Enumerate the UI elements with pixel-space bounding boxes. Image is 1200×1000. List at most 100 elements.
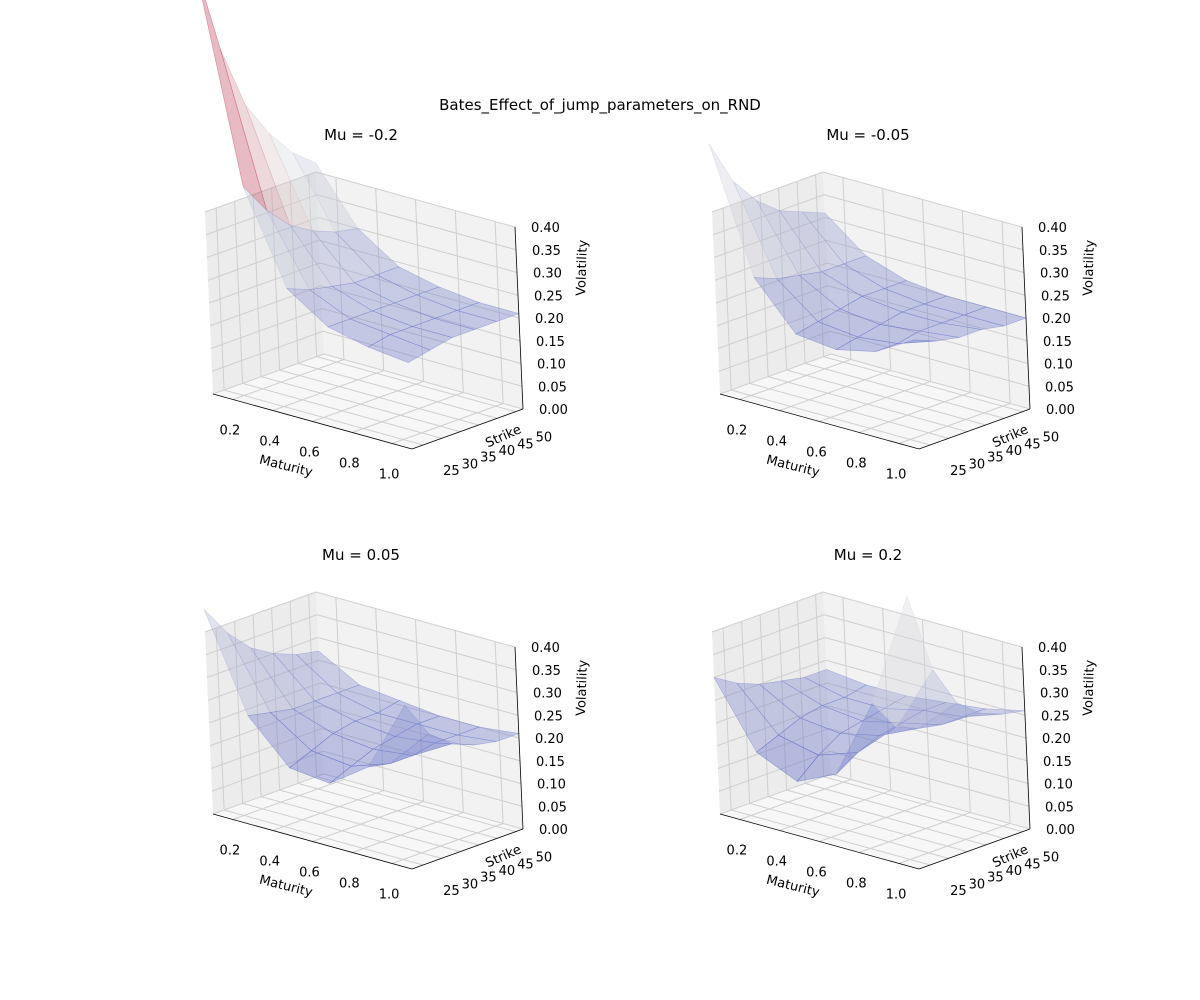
z-tick-label: 0.25 bbox=[1041, 289, 1070, 304]
grid-line bbox=[319, 682, 520, 739]
surface-patch bbox=[367, 334, 431, 363]
z-tick-label: 0.25 bbox=[534, 289, 563, 304]
grid-line bbox=[323, 773, 524, 830]
grid-line bbox=[825, 659, 1026, 716]
y-tick-label: 40 bbox=[499, 444, 516, 459]
grid-line bbox=[749, 382, 949, 439]
surface-patch bbox=[202, 0, 268, 211]
grid-line bbox=[825, 239, 1026, 296]
grid-line bbox=[319, 262, 520, 319]
grid-line bbox=[824, 217, 1025, 273]
grid-line bbox=[823, 776, 1023, 833]
y-tick-label: 40 bbox=[1006, 444, 1023, 459]
x-tick-label: 0.8 bbox=[339, 877, 360, 892]
grid-line bbox=[719, 773, 832, 815]
grid-line bbox=[279, 369, 479, 426]
grid-line bbox=[823, 194, 1024, 251]
z-axis-line bbox=[514, 646, 524, 830]
z-tick-label: 0.30 bbox=[1040, 687, 1069, 702]
y-tick-label: 30 bbox=[462, 877, 479, 892]
y-axis-line bbox=[918, 408, 1031, 450]
grid-line bbox=[297, 782, 498, 839]
z-tick-label: 0.40 bbox=[531, 221, 560, 236]
grid-line bbox=[391, 403, 504, 444]
grid-line bbox=[713, 217, 826, 258]
y-tick-label: 45 bbox=[1024, 857, 1041, 872]
grid-line bbox=[207, 239, 320, 281]
y-tick-label: 50 bbox=[1043, 431, 1060, 446]
grid-line bbox=[223, 809, 424, 866]
x-tick-label: 0.8 bbox=[339, 457, 360, 472]
grid-line bbox=[232, 779, 345, 820]
surface-plot-2: 0.2 0.4 0.6 0.8 1.0 25 30 35 40 45 50 0.00 0.05 0.10 0… bbox=[708, 126, 1098, 483]
grid-line bbox=[209, 285, 322, 327]
z-tick-label: 0.10 bbox=[537, 358, 566, 373]
z-axis-label: Volatility bbox=[1081, 659, 1098, 716]
z-tick-label: 0.30 bbox=[1040, 267, 1069, 282]
y-tick-label: 25 bbox=[443, 884, 460, 899]
figure-title: Bates_Effect_of_jump_parameters_on_RND bbox=[439, 96, 761, 114]
x-tick-label: 0.6 bbox=[299, 446, 320, 461]
grid-line bbox=[352, 812, 464, 853]
grid-line bbox=[715, 682, 828, 724]
surface-plot-4: 0.2 0.4 0.6 0.8 1.0 25 30 35 40 45 50 0.00 0.05 0.10 0… bbox=[711, 546, 1098, 903]
y-tick-label: 50 bbox=[1043, 851, 1060, 866]
grid-line bbox=[824, 637, 1025, 693]
x-tick-label: 0.6 bbox=[806, 446, 827, 461]
z-tick-label: 0.00 bbox=[539, 403, 568, 418]
y-tick-label: 45 bbox=[1024, 437, 1041, 452]
grid-line bbox=[223, 389, 424, 446]
z-axis-label: Volatility bbox=[574, 659, 591, 716]
y-axis-line bbox=[411, 828, 524, 870]
grid-line bbox=[242, 802, 442, 859]
grid-line bbox=[786, 369, 986, 426]
y-tick-label: 45 bbox=[517, 437, 534, 452]
grid-line bbox=[823, 356, 1023, 413]
z-tick-label: 0.35 bbox=[1039, 244, 1068, 259]
grid-line bbox=[718, 750, 831, 792]
grid-line bbox=[279, 789, 479, 846]
grid-line bbox=[209, 705, 322, 747]
x-tick-label: 0.8 bbox=[846, 457, 867, 472]
grid-line bbox=[260, 796, 461, 853]
grid-line bbox=[804, 362, 1005, 419]
grid-line bbox=[260, 376, 461, 433]
y-tick-label: 25 bbox=[950, 884, 967, 899]
grid-line bbox=[804, 782, 1005, 839]
x-axis-line bbox=[212, 813, 413, 870]
grid-line bbox=[898, 403, 1011, 444]
grid-line bbox=[827, 705, 1028, 762]
grid-line bbox=[322, 330, 523, 387]
z-tick-label: 0.20 bbox=[1042, 312, 1071, 327]
grid-line bbox=[206, 637, 319, 678]
z-axis-label: Volatility bbox=[1081, 239, 1098, 296]
z-tick-label: 0.15 bbox=[536, 335, 565, 350]
grid-line bbox=[242, 382, 442, 439]
grid-line bbox=[749, 802, 949, 859]
y-tick-label: 30 bbox=[969, 877, 986, 892]
grid-line bbox=[830, 773, 1031, 830]
z-axis-line bbox=[514, 226, 524, 410]
z-tick-label: 0.40 bbox=[1038, 221, 1067, 236]
grid-line bbox=[204, 591, 317, 633]
grid-line bbox=[859, 392, 971, 433]
y-tick-label: 35 bbox=[480, 871, 497, 886]
grid-line bbox=[312, 801, 424, 842]
z-tick-label: 0.20 bbox=[535, 732, 564, 747]
grid-line bbox=[211, 750, 324, 792]
x-tick-label: 0.4 bbox=[766, 855, 787, 870]
grid-line bbox=[819, 801, 931, 842]
grid-line bbox=[730, 809, 931, 866]
grid-line bbox=[767, 796, 968, 853]
grid-line bbox=[204, 171, 317, 213]
grid-line bbox=[205, 194, 318, 236]
subplot-title: Mu = -0.05 bbox=[826, 126, 909, 144]
grid-line bbox=[718, 330, 831, 372]
grid-line bbox=[321, 308, 522, 364]
z-axis-line bbox=[1021, 226, 1031, 410]
z-tick-label: 0.05 bbox=[1045, 800, 1074, 815]
grid-line bbox=[315, 591, 516, 648]
z-tick-label: 0.05 bbox=[1045, 380, 1074, 395]
grid-line bbox=[823, 614, 1024, 671]
grid-line bbox=[822, 171, 1023, 228]
